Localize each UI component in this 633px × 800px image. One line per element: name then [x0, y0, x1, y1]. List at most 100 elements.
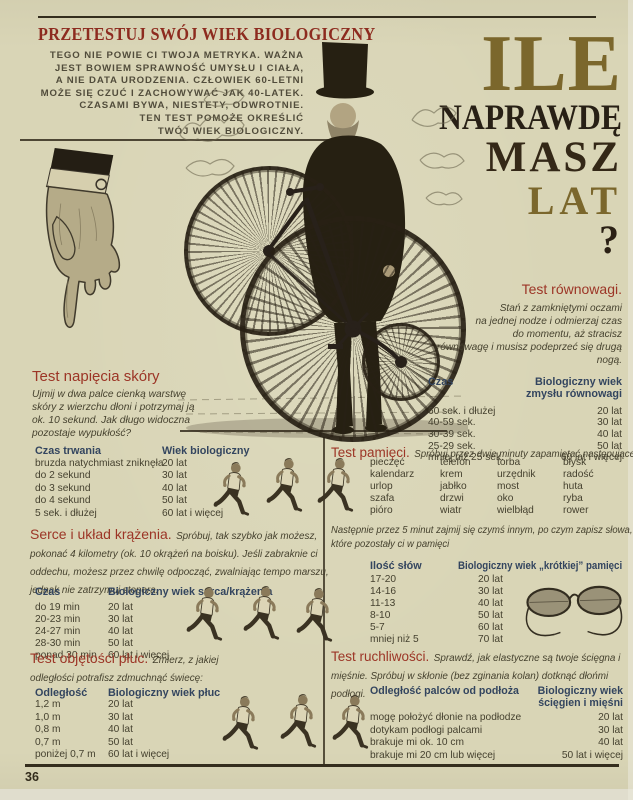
table-row: 17-20 20 lat [370, 574, 503, 585]
memory-title: Test pamięci. [331, 445, 410, 460]
lungs-instructions: Zmierz, z jakiej odległości potrafisz zd… [30, 655, 219, 684]
table-row: 0,8 m 40 lat [35, 724, 133, 736]
table-row: do 2 sekund 30 lat [35, 470, 187, 481]
balance-instructions-line: Stań z zamkniętymi oczami [499, 303, 622, 314]
skin-instructions-line: pozostaje wypukłość? [32, 428, 132, 440]
heart-table: Czas Biologiczny wiek serca/krążenia do 1… [35, 582, 272, 662]
memory-word: telefon [440, 457, 471, 468]
section-mobility-test: Test ruchliwości. Sprawdź, jak elastyczn… [331, 648, 627, 702]
skin-instructions-line: skóry z wierzchu dłoni i potrzymaj ją [32, 402, 195, 414]
section-lungs-test: Test objętości płuc. Zmierz, z jakiej od… [30, 650, 265, 686]
short-memory-table: Ilość słów Biologiczny wiek „krótkiej” pa… [370, 556, 622, 647]
memory-word: torba [497, 457, 521, 468]
headline-question-mark: ? [599, 217, 619, 262]
mobility-title: Test ruchliwości. [331, 649, 430, 664]
section-memory-test: Test pamięci. Spróbuj przez dwie minuty … [331, 444, 633, 462]
heart-instructions: Spróbuj, tak szybko jak możesz, pokonać … [30, 531, 329, 596]
heart-title: Serce i układ krążenia. [30, 526, 172, 542]
intro-line: JEST BOWIEM SPRAWNOŚĆ UMYSŁU I CIAŁA, [54, 62, 304, 74]
balance-table: Czas Biologiczny wiek zmysłu równowagi 6… [428, 376, 622, 464]
memory-followup: Następnie przez 5 minut zajmij się czymś… [331, 525, 633, 550]
running-man-icon [296, 587, 334, 645]
section-balance-test: Test równowagi. Stań z zamkniętymi oczam… [428, 281, 622, 464]
skin-title: Test napięcia skóry [32, 368, 160, 385]
table-row: 1,0 m 30 lat [35, 711, 133, 723]
mobility-instructions: Sprawdź, jak elastyczne są twoje ścięgna… [331, 653, 621, 700]
table-row: mniej niż 25 sek. 60 lat i więcej [428, 452, 622, 464]
table-row: bruzda natychmiast zniknęła20 lat [35, 457, 187, 469]
section-heart-test: Serce i układ krążenia. Spróbuj, tak szy… [30, 526, 336, 598]
memory-word: wielbłąd [497, 505, 534, 517]
running-man-icon [280, 693, 318, 751]
lungs-col1-header: Odległość [35, 687, 88, 699]
table-row: 14-16 30 lat [370, 586, 503, 598]
intro-paragraph: TEGO NIE POWIE CI TWOJA METRYKA. WAŻNA J… [22, 50, 304, 138]
running-man-icon [243, 585, 281, 643]
memory-word: krem [440, 469, 463, 481]
intro-line: TEGO NIE POWIE CI TWOJA METRYKA. WAŻNA [49, 50, 304, 61]
table-row: brakuje mi 20 cm lub więcej 50 lat i więc… [370, 750, 623, 762]
skin-table: Czas trwania Wiek biologiczny bruzda naty… [35, 444, 250, 520]
memory-word: ryba [563, 493, 583, 505]
mobility-col1-header: Odległość palców od podłoża [370, 685, 519, 697]
page-title: PRZETESTUJ SWÓJ WIEK BIOLOGICZNY [38, 24, 376, 44]
table-row: 1,2 m 20 lat [35, 699, 133, 711]
short-memory-col2-header: Biologiczny wiek „krótkiej” pamięci [458, 560, 623, 572]
memory-word: rower [563, 505, 589, 517]
running-man-icon [266, 457, 304, 515]
balance-title: Test równowagi. [521, 281, 622, 297]
memory-word-grid: pieczęć telefon torba błysk kalendarz krem ur… [370, 457, 623, 517]
running-man-icon [222, 695, 260, 753]
bicycle-frame [265, 183, 403, 364]
memory-word: wiatr [440, 505, 462, 517]
running-man-icon [317, 457, 355, 515]
balance-instructions-line: równowagę i musisz podeprzeć się drugą n… [436, 342, 622, 366]
memory-lead: Spróbuj przez dwie minuty zapamiętać nas… [414, 449, 633, 460]
table-row: 20-23 min 30 lat [35, 614, 133, 626]
foliage-scribbles [179, 88, 465, 206]
table-row: mogę położyć dłonie na podłodze 20 lat [370, 712, 623, 723]
table-row: 28-30 min 50 lat [35, 638, 133, 650]
memory-word: pióro [370, 505, 393, 517]
intro-line: A NIE DATA URODZENIA. CZŁOWIEK 60-LETNI [55, 75, 304, 87]
balance-instructions-line: do momentu, aż stracisz [512, 329, 622, 340]
skin-instructions-line: ok. 10 sekund. Jak długo widoczna [32, 415, 191, 427]
balance-col2-header: Biologiczny wiek zmysłu równowagi [526, 376, 622, 401]
table-row: 60 sek. i dłużej 20 lat [428, 405, 622, 417]
table-row: 8-10 50 lat [370, 610, 503, 622]
intro-line: TWÓJ WIEK BIOLOGICZNY. [157, 125, 304, 137]
page-edge-right [628, 0, 633, 800]
headline-word-naprawde: NAPRAWDĘ [438, 97, 622, 137]
heart-col1-header: Czas [35, 586, 61, 598]
table-row: brakuje mi ok. 10 cm 40 lat [370, 737, 623, 749]
memory-word: jabłko [440, 481, 467, 493]
bottom-rule [25, 764, 619, 767]
lungs-table: Odległość Biologiczny wiek płuc 1,2 m 20 l… [35, 686, 220, 761]
memory-word: urlop [370, 481, 393, 493]
lungs-col2-header: Biologiczny wiek płuc [108, 687, 221, 699]
headline-word-masz: MASZ [485, 134, 622, 181]
table-row: 24-27 min 40 lat [35, 626, 133, 638]
table-row: do 3 sekund 40 lat [35, 482, 187, 494]
section-skin-test: Test napięcia skóry Ujmij w dwa palce ci… [32, 368, 247, 440]
running-man-icon [186, 586, 224, 644]
table-row: 40-59 sek. 30 lat [428, 417, 622, 429]
table-row: 30-39 sek. 40 lat [428, 429, 622, 440]
page-edge-bottom [0, 789, 633, 800]
table-row: 5-7 60 lat [370, 622, 503, 634]
lungs-title: Test objętości płuc. [30, 650, 149, 666]
table-row: 0,7 m 50 lat [35, 736, 133, 748]
table-row: do 19 min 20 lat [35, 602, 133, 613]
table-row: ponad 30 min 60 lat i więcej [35, 650, 170, 662]
memory-word: urzędnik [497, 469, 536, 481]
memory-word: huta [563, 481, 583, 493]
headline-word-lat: LAT [527, 178, 622, 223]
heart-col2-header: Biologiczny wiek serca/krążenia [108, 586, 273, 598]
memory-word: drzwi [440, 493, 464, 505]
spectacles-illustration [525, 585, 623, 637]
running-man-icon [213, 461, 251, 519]
table-row: mniej niż 5 70 lat [370, 634, 503, 646]
page-number: 36 [25, 770, 39, 784]
balance-col1-header: Czas [428, 376, 454, 388]
